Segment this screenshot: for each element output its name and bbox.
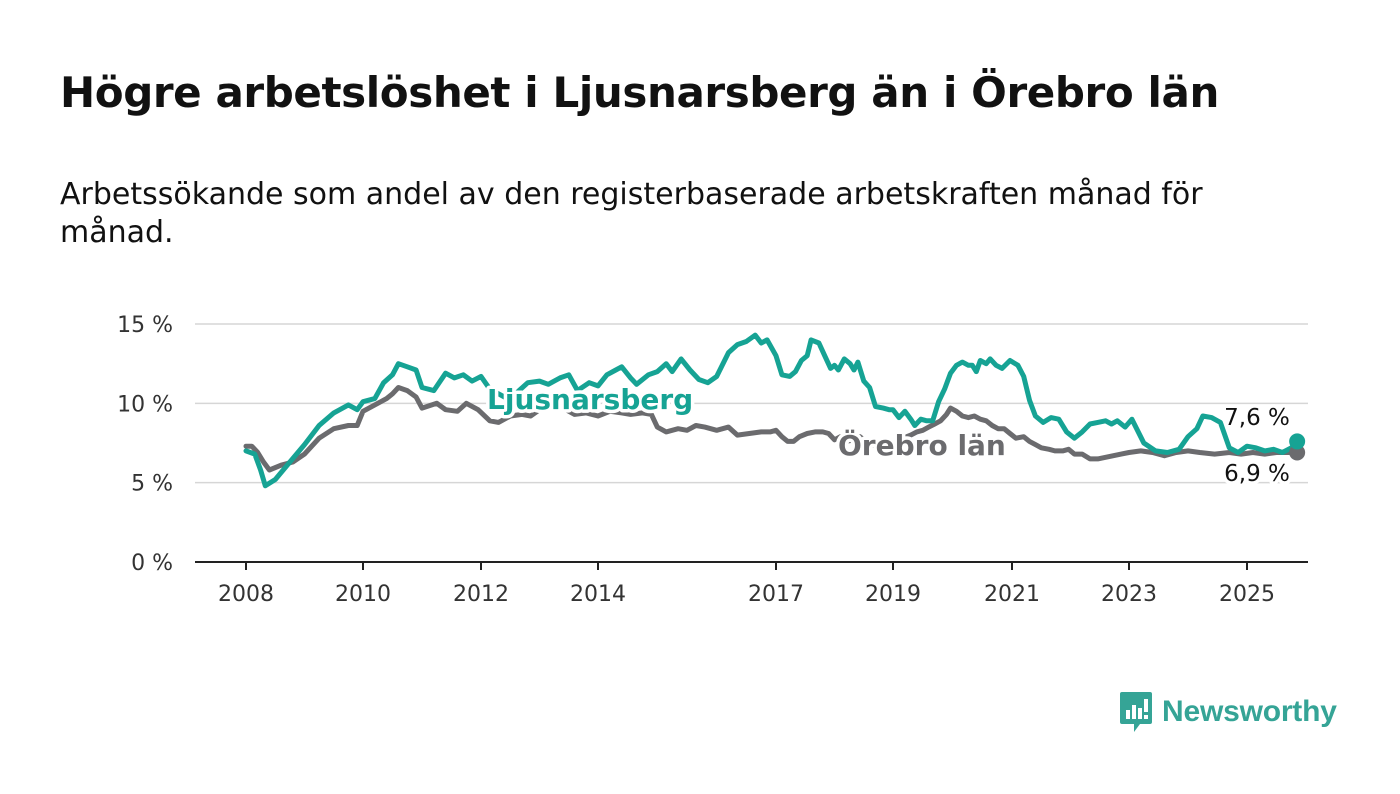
y-tick-label: 15 %	[117, 313, 173, 338]
x-tick-label: 2017	[748, 582, 804, 607]
ljusnarsberg-end-dot	[1289, 433, 1306, 450]
y-tick-label: 10 %	[117, 392, 173, 417]
series-lines	[243, 332, 1306, 489]
x-tick-label: 2008	[218, 582, 274, 607]
orebro-lan-value-label-halo: 6,9 %	[1224, 461, 1290, 487]
x-tick-label: 2010	[335, 582, 391, 607]
newsworthy-logo: Newsworthy	[1118, 690, 1337, 734]
orebro-lan-line	[243, 385, 1300, 473]
orebro-lan-label-halo: Örebro län	[838, 428, 1006, 462]
ljusnarsberg-value-label-halo: 7,6 %	[1224, 405, 1290, 431]
x-tick-label: 2023	[1101, 582, 1157, 607]
y-axis-tick-labels: 0 % 5 % 10 % 15 %	[117, 313, 173, 576]
ljusnarsberg-value-label: 7,6 %	[1224, 405, 1290, 431]
ljusnarsberg-label-halo: Ljusnarsberg	[487, 383, 693, 416]
x-tick-label: 2014	[570, 582, 626, 607]
orebro-lan-label: Örebro län	[838, 428, 1006, 462]
x-tick-label: 2021	[984, 582, 1040, 607]
newsworthy-logo-icon	[1120, 692, 1152, 732]
chart-subtitle: Arbetssökande som andel av den registerb…	[60, 177, 1203, 250]
x-tick-label: 2025	[1219, 582, 1275, 607]
ljusnarsberg-label: Ljusnarsberg	[487, 383, 693, 416]
x-tick-label: 2019	[865, 582, 921, 607]
orebro-lan-end-dot	[1289, 444, 1306, 461]
ljusnarsberg-line	[243, 332, 1300, 489]
chart-title: Högre arbetslöshet i Ljusnarsberg än i Ö…	[60, 68, 1219, 117]
x-axis-tick-labels: 2008 2010 2012 2014 2017 2019 2021 2023 2025	[218, 562, 1275, 607]
y-tick-label: 5 %	[131, 472, 173, 497]
x-tick-label: 2012	[453, 582, 509, 607]
orebro-lan-value-label: 6,9 %	[1224, 461, 1290, 487]
y-tick-label: 0 %	[131, 551, 173, 576]
brand-name: Newsworthy	[1162, 695, 1337, 728]
